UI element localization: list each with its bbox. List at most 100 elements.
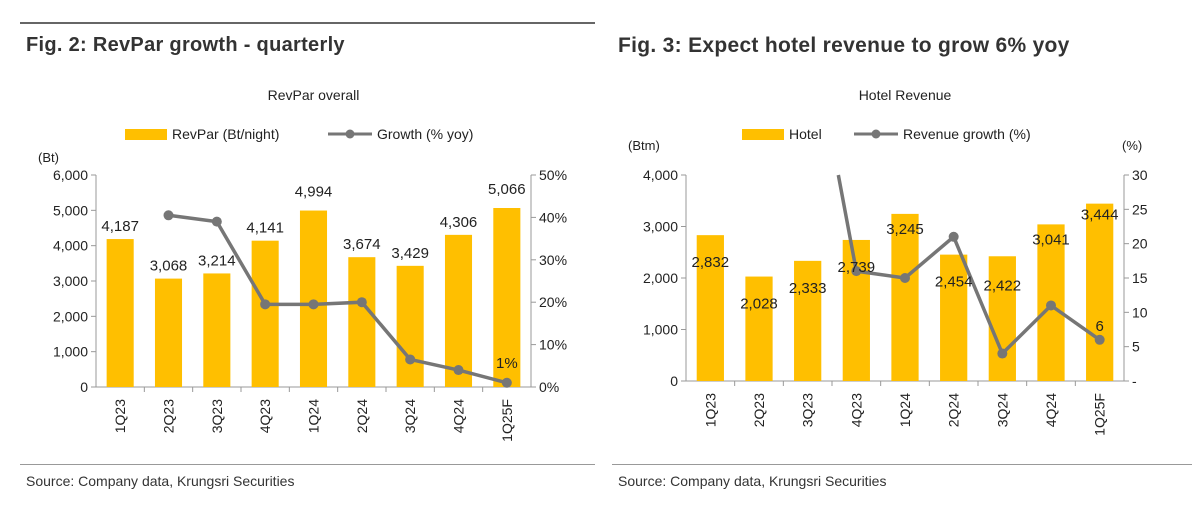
bar-value-label: 2,333 [789, 280, 827, 297]
legend-line-marker [871, 129, 881, 139]
x-tick-label: 2Q23 [161, 399, 177, 433]
left-tick-label: 0 [80, 379, 88, 395]
x-tick-label: 3Q23 [800, 393, 816, 427]
growth-point [260, 299, 271, 310]
right-tick-label: 10 [1132, 304, 1148, 320]
bar-value-label: 3,041 [1032, 231, 1070, 248]
bar-value-label: 4,994 [295, 184, 333, 201]
growth-point [308, 299, 319, 310]
right-tick-label: 0% [539, 379, 559, 395]
x-tick-label: 3Q23 [209, 399, 225, 433]
growth-point [356, 297, 367, 308]
x-tick-label: 2Q23 [751, 393, 767, 427]
revpar-panel: Fig. 2: RevPar growth - quarterly RevPar… [20, 22, 595, 489]
x-tick-label: 4Q23 [848, 393, 864, 427]
x-tick-label: 1Q23 [112, 399, 128, 433]
x-tick-label: 1Q24 [897, 393, 913, 427]
growth-point [163, 210, 174, 221]
right-axis-unit: (%) [1122, 138, 1142, 153]
left-tick-label: 3,000 [643, 219, 678, 235]
hotel-revenue-panel: Fig. 3: Expect hotel revenue to grow 6% … [600, 0, 1200, 518]
growth-point [900, 273, 910, 283]
bar-2Q24 [940, 254, 968, 381]
x-tick-label: 1Q25F [499, 399, 515, 442]
bar-3Q24 [396, 265, 424, 387]
fig3-source: Source: Company data, Krungsri Securitie… [618, 473, 887, 489]
left-axis-unit: (Bt) [38, 150, 59, 165]
left-axis-unit: (Btm) [628, 138, 660, 153]
left-tick-label: 5,000 [53, 202, 88, 218]
fig2-title: Fig. 2: RevPar growth - quarterly [26, 34, 345, 56]
right-tick-label: - [1132, 373, 1137, 389]
bottom-rule [612, 464, 1192, 465]
legend-bar-swatch [125, 129, 167, 140]
bar-3Q23 [203, 273, 231, 387]
line-value-label: 6 [1095, 318, 1103, 335]
x-tick-label: 4Q24 [451, 399, 467, 433]
legend-bar-label: Hotel [789, 126, 822, 142]
bar-value-label: 2,422 [984, 277, 1022, 294]
right-tick-label: 30% [539, 252, 567, 268]
bar-value-label: 3,245 [886, 221, 924, 238]
fig2-source: Source: Company data, Krungsri Securitie… [26, 473, 295, 489]
fig3-title: Fig. 3: Expect hotel revenue to grow 6% … [618, 34, 1070, 57]
left-tick-label: 0 [670, 373, 678, 389]
left-tick-label: 4,000 [643, 167, 678, 183]
bar-1Q24 [891, 213, 919, 381]
bar-value-label: 2,832 [692, 254, 730, 271]
bar-value-label: 3,214 [198, 252, 236, 269]
bar-2Q23 [154, 278, 183, 387]
line-value-label: 1% [496, 355, 518, 372]
bar-value-label: 4,141 [246, 220, 284, 237]
legend-bar-swatch [742, 129, 784, 140]
growth-point [1046, 300, 1056, 311]
bar-1Q24 [299, 210, 328, 387]
x-tick-label: 1Q25F [1092, 393, 1108, 436]
x-tick-label: 3Q24 [994, 393, 1010, 427]
bar-value-label: 5,066 [488, 181, 526, 198]
left-tick-label: 3,000 [53, 273, 88, 289]
growth-point [997, 348, 1008, 359]
x-tick-label: 1Q23 [702, 393, 718, 427]
left-tick-label: 1,000 [53, 344, 88, 360]
bar-value-label: 2,028 [740, 296, 778, 313]
right-tick-label: 5 [1132, 339, 1140, 355]
bar-value-label: 3,674 [343, 236, 381, 253]
bar-1Q23 [106, 239, 134, 387]
growth-point [948, 231, 959, 242]
left-tick-label: 1,000 [643, 322, 678, 338]
x-tick-label: 1Q24 [306, 399, 322, 433]
legend-line-marker [345, 129, 355, 139]
bar-value-label: 4,187 [101, 218, 139, 235]
right-tick-label: 40% [539, 209, 567, 225]
bar-value-label: 3,444 [1081, 207, 1119, 224]
bar-value-label: 2,454 [935, 274, 973, 291]
x-tick-label: 2Q24 [354, 399, 370, 433]
growth-point [1094, 334, 1105, 345]
left-tick-label: 6,000 [53, 167, 88, 183]
legend-line-label: Revenue growth (%) [903, 126, 1031, 142]
bottom-rule [20, 464, 595, 465]
right-tick-label: 20 [1132, 236, 1148, 252]
right-tick-label: 30 [1132, 167, 1148, 183]
right-tick-label: 25 [1132, 201, 1148, 217]
right-tick-label: 10% [539, 337, 567, 353]
chart-title: RevPar overall [268, 87, 360, 103]
bar-2Q23 [745, 276, 773, 381]
bar-value-label: 3,429 [391, 245, 429, 262]
revpar-chart: RevPar overall RevPar (Bt/night) Growth (%… [38, 87, 567, 442]
growth-line [168, 213, 508, 385]
bar-1Q25F [493, 208, 521, 387]
bar-1Q23 [696, 235, 724, 381]
growth-point [501, 377, 512, 388]
left-tick-label: 2,000 [643, 270, 678, 286]
growth-point [453, 365, 464, 376]
legend-line-label: Growth (% yoy) [377, 126, 473, 142]
hotel-revenue-chart: Hotel Revenue Hotel Revenue growth (%) (Btm… [628, 87, 1148, 436]
bar-3Q23 [794, 260, 822, 381]
left-tick-label: 2,000 [53, 308, 88, 324]
right-tick-label: 50% [539, 167, 567, 183]
bar-4Q23 [251, 240, 279, 387]
x-tick-label: 2Q24 [946, 393, 962, 427]
bar-4Q24 [444, 234, 473, 387]
